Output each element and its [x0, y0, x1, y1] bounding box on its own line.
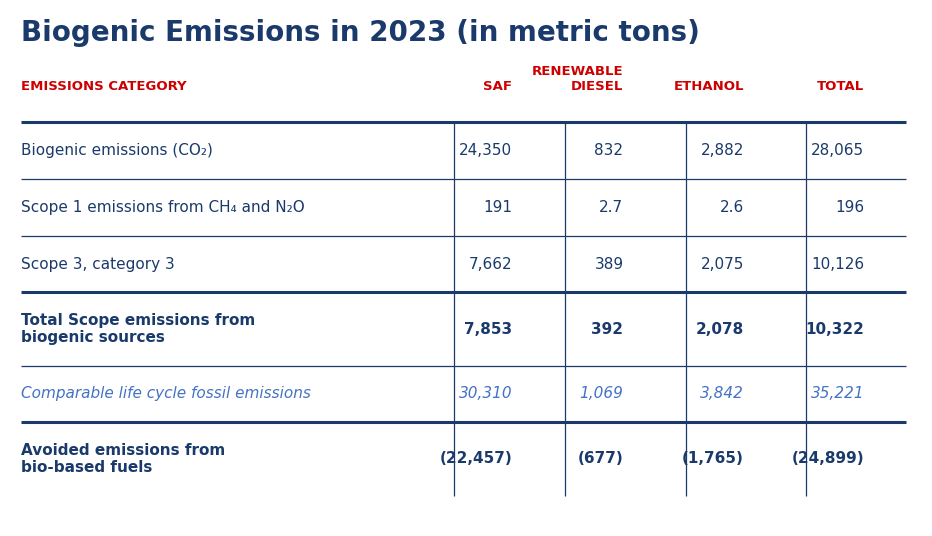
Text: Comparable life cycle fossil emissions: Comparable life cycle fossil emissions	[21, 386, 311, 401]
Text: 2.7: 2.7	[599, 200, 624, 215]
Text: 196: 196	[835, 200, 864, 215]
Text: DIESEL: DIESEL	[571, 80, 624, 93]
Text: 392: 392	[592, 322, 624, 337]
Text: Biogenic emissions (CO₂): Biogenic emissions (CO₂)	[21, 143, 213, 158]
Text: 389: 389	[595, 257, 624, 272]
Text: 35,221: 35,221	[811, 386, 864, 401]
Text: 28,065: 28,065	[811, 143, 864, 158]
Text: 7,853: 7,853	[464, 322, 513, 337]
Text: Scope 3, category 3: Scope 3, category 3	[21, 257, 175, 272]
Text: (677): (677)	[578, 451, 624, 466]
Text: 7,662: 7,662	[469, 257, 513, 272]
Text: 3,842: 3,842	[700, 386, 744, 401]
Text: 30,310: 30,310	[459, 386, 513, 401]
Text: 1,069: 1,069	[580, 386, 624, 401]
Text: 2,075: 2,075	[701, 257, 744, 272]
Text: Biogenic Emissions in 2023 (in metric tons): Biogenic Emissions in 2023 (in metric to…	[21, 19, 700, 47]
Text: 24,350: 24,350	[459, 143, 513, 158]
Text: 191: 191	[484, 200, 513, 215]
Text: 2.6: 2.6	[720, 200, 744, 215]
Text: 10,322: 10,322	[805, 322, 864, 337]
Text: EMISSIONS CATEGORY: EMISSIONS CATEGORY	[21, 80, 187, 93]
Text: Total Scope emissions from
biogenic sources: Total Scope emissions from biogenic sour…	[21, 313, 255, 345]
Text: Avoided emissions from
bio-based fuels: Avoided emissions from bio-based fuels	[21, 443, 226, 475]
Text: ETHANOL: ETHANOL	[674, 80, 744, 93]
Text: 10,126: 10,126	[811, 257, 864, 272]
Text: TOTAL: TOTAL	[817, 80, 864, 93]
Text: SAF: SAF	[484, 80, 513, 93]
Text: (1,765): (1,765)	[682, 451, 744, 466]
Text: 2,882: 2,882	[701, 143, 744, 158]
Text: RENEWABLE: RENEWABLE	[532, 65, 624, 78]
Text: (24,899): (24,899)	[792, 451, 864, 466]
Text: (22,457): (22,457)	[440, 451, 513, 466]
Text: 2,078: 2,078	[695, 322, 744, 337]
Text: 832: 832	[595, 143, 624, 158]
Text: Scope 1 emissions from CH₄ and N₂O: Scope 1 emissions from CH₄ and N₂O	[21, 200, 305, 215]
